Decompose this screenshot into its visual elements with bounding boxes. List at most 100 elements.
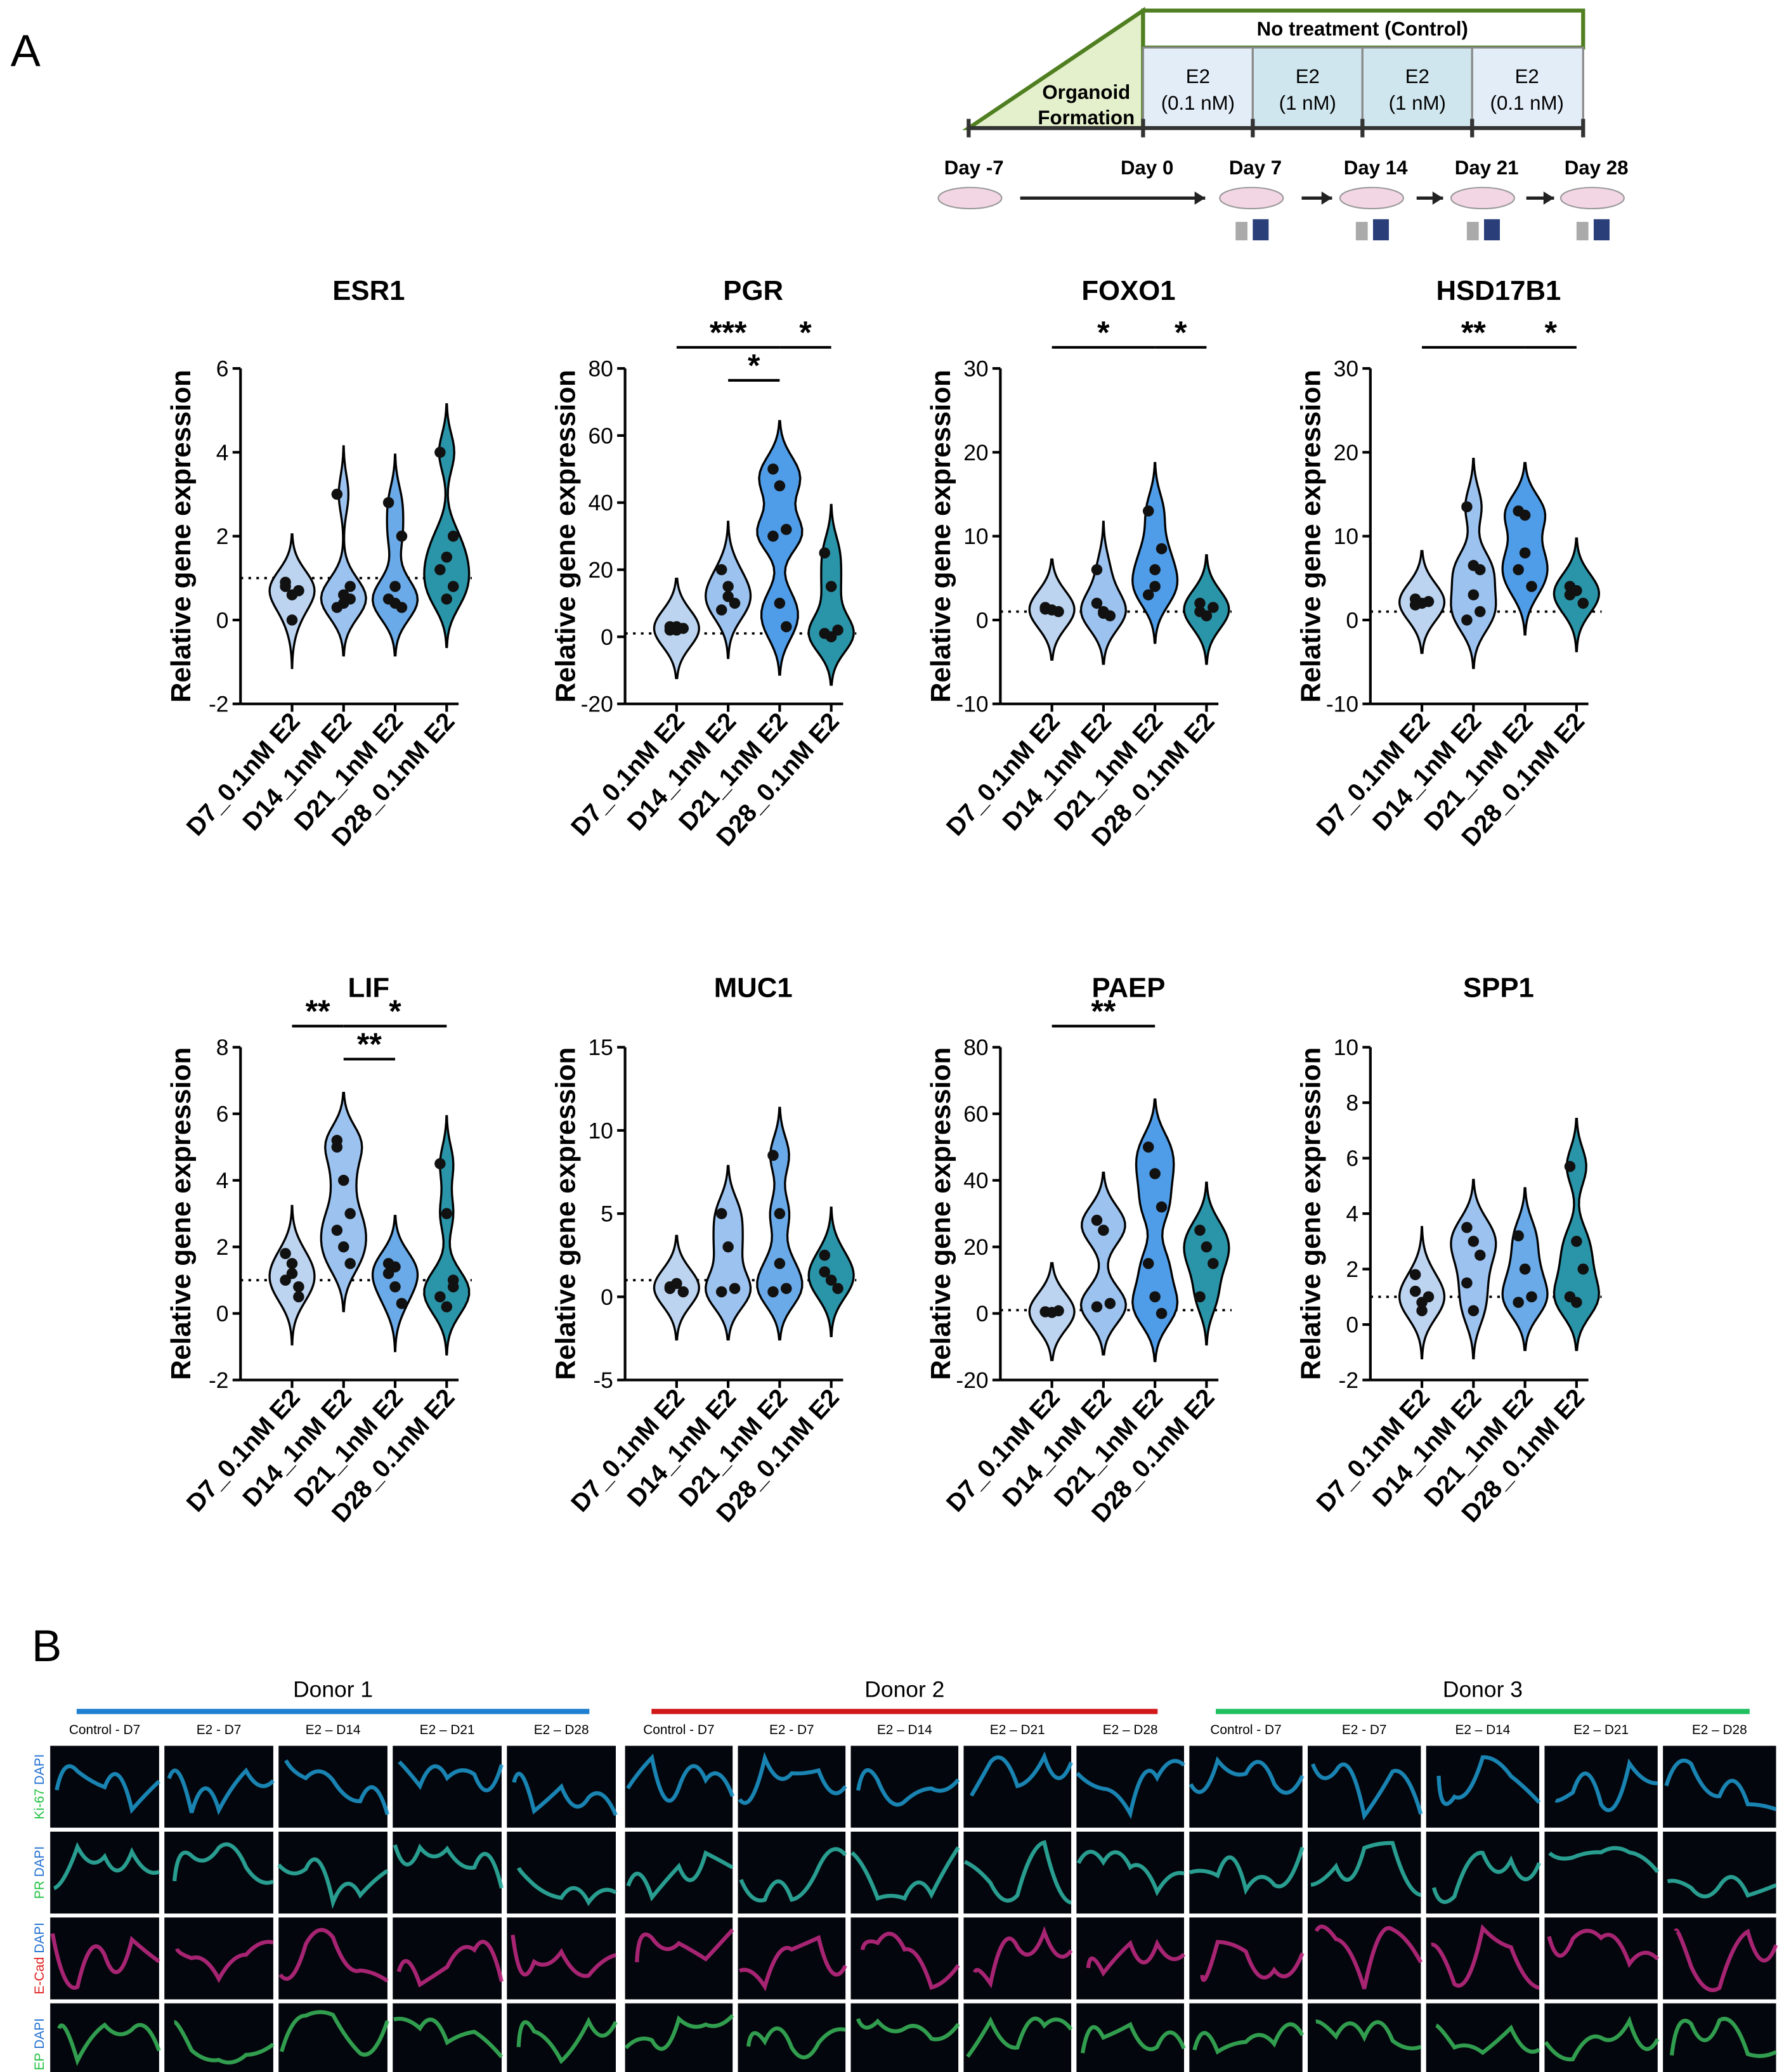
tissue-outline — [850, 1846, 960, 1901]
column-label: E2 – D21 — [990, 1723, 1045, 1737]
violin — [807, 503, 855, 686]
chart-title: SPP1 — [1463, 973, 1534, 1004]
tissue-outline — [1315, 2019, 1422, 2050]
data-point — [1091, 597, 1103, 609]
tissue-outline — [1188, 1846, 1305, 1895]
donor-label: Donor 1 — [293, 1676, 373, 1702]
y-tick-label: 15 — [588, 1035, 613, 1060]
data-point — [286, 1258, 298, 1269]
violin — [423, 1115, 471, 1356]
data-point — [344, 1208, 356, 1219]
treatment-label: E2 — [1405, 65, 1429, 87]
tissue-outline — [398, 1760, 504, 1792]
violin — [1553, 1118, 1600, 1351]
data-point — [447, 1281, 459, 1293]
tissue-outline — [1310, 1841, 1422, 1897]
violin — [268, 533, 316, 670]
y-tick-label: 80 — [963, 1035, 988, 1060]
data-point — [677, 1286, 689, 1298]
tissue-outline — [635, 1928, 734, 1962]
stain-name: DAPI — [32, 1922, 47, 1953]
tissue-outline — [1669, 2017, 1777, 2058]
y-tick-label: -2 — [1339, 1368, 1358, 1393]
data-point — [722, 581, 734, 592]
data-point — [1149, 581, 1161, 592]
data-point — [1571, 1236, 1582, 1247]
data-point — [1519, 547, 1531, 559]
data-point — [1091, 1301, 1103, 1312]
data-point — [1409, 599, 1421, 611]
y-tick-label: 60 — [963, 1101, 988, 1127]
data-point — [767, 530, 779, 542]
column-label: E2 - D7 — [1342, 1723, 1387, 1737]
tissue-outline — [277, 1857, 389, 1910]
significance-label: ** — [357, 1026, 382, 1062]
y-tick-label: -5 — [593, 1368, 613, 1393]
significance-label: * — [1175, 315, 1187, 351]
tissue-outline — [57, 2022, 161, 2066]
data-point — [1039, 603, 1051, 615]
data-point — [338, 589, 349, 600]
data-point — [1142, 589, 1154, 600]
data-point — [344, 581, 356, 592]
y-tick-label: 8 — [216, 1035, 229, 1060]
y-tick-label: -20 — [956, 1368, 988, 1393]
data-point — [1104, 1298, 1116, 1309]
data-point — [1208, 1258, 1219, 1269]
tissue-outline — [963, 1840, 1072, 1905]
tissue-outline — [973, 1926, 1073, 1989]
tissue-outline — [512, 1771, 618, 1816]
data-point — [389, 1261, 401, 1272]
data-point — [344, 1258, 356, 1269]
treatment-label: E2 — [1296, 65, 1320, 87]
y-axis-label: Relative gene expression — [1296, 370, 1327, 703]
data-point — [1519, 509, 1531, 521]
data-point — [441, 551, 453, 563]
y-tick-label: -20 — [581, 692, 613, 717]
tissue-outline — [516, 2016, 618, 2064]
day-label: Day 14 — [1344, 157, 1408, 179]
y-axis-label: Relative gene expression — [550, 370, 581, 703]
data-point — [715, 1208, 727, 1219]
violin — [423, 403, 471, 649]
y-tick-label: 40 — [963, 1168, 988, 1193]
violin — [1183, 1181, 1230, 1346]
column-label: E2 – D14 — [877, 1723, 932, 1737]
data-point — [715, 604, 727, 616]
data-point — [434, 1158, 446, 1170]
imager-icon — [1483, 219, 1501, 241]
micrograph — [738, 2003, 846, 2072]
y-tick-label: 20 — [1334, 440, 1358, 465]
y-tick-label: 0 — [216, 607, 229, 633]
data-point — [338, 1241, 349, 1253]
tissue-outline — [1667, 1875, 1777, 1899]
chart-title: HSD17B1 — [1436, 275, 1561, 306]
data-point — [781, 524, 792, 535]
microscope-icon — [1235, 221, 1248, 241]
dish-icon — [1219, 186, 1284, 210]
y-tick-label: 6 — [1346, 1146, 1358, 1171]
tissue-outline — [966, 2016, 1073, 2058]
column-label: E2 – D21 — [420, 1723, 475, 1737]
y-tick-label: 8 — [1346, 1091, 1358, 1116]
data-point — [434, 564, 446, 576]
micrograph — [1544, 1917, 1658, 2000]
tissue-outline — [1076, 1849, 1185, 1896]
y-tick-label: 10 — [1334, 524, 1358, 549]
tissue-outline — [860, 1931, 960, 1990]
data-point — [382, 593, 394, 605]
data-point — [774, 597, 786, 609]
microscope-icon — [1466, 221, 1479, 241]
data-point — [767, 1286, 779, 1298]
tissue-outline — [1080, 2021, 1186, 2054]
tissue-outline — [1435, 2023, 1540, 2056]
treatment-label: (0.1 nM) — [1161, 92, 1235, 114]
data-point — [293, 1291, 304, 1303]
y-axis-label: Relative gene expression — [166, 1047, 197, 1380]
significance-label: * — [389, 994, 401, 1029]
data-point — [441, 593, 453, 605]
